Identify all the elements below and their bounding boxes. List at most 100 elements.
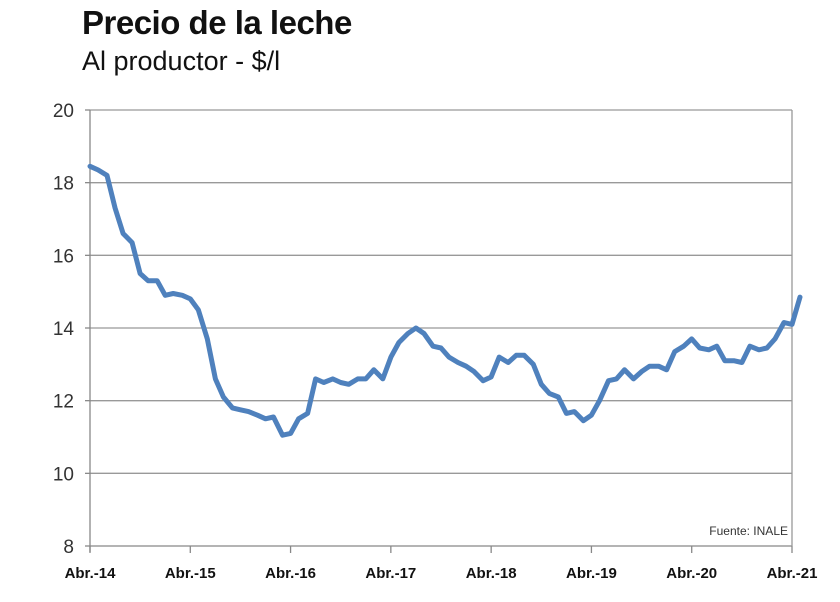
data-points [88, 164, 802, 437]
gridlines [89, 109, 793, 552]
data-point [682, 344, 686, 348]
data-point [339, 381, 343, 384]
data-point [539, 382, 543, 386]
data-point [113, 206, 117, 210]
data-point [130, 241, 134, 245]
x-tick-label: Abr.-18 [466, 565, 517, 582]
data-point [648, 364, 652, 368]
data-point [447, 355, 451, 359]
data-point [556, 395, 560, 399]
data-point [657, 364, 661, 368]
data-point [105, 173, 109, 177]
data-point [163, 293, 167, 297]
data-point [255, 413, 259, 417]
data-point [632, 377, 636, 381]
data-point [331, 377, 335, 381]
data-point [314, 377, 318, 381]
data-point [472, 370, 476, 374]
y-tick-label: 18 [53, 174, 74, 195]
data-point [96, 168, 100, 172]
data-point [272, 415, 276, 419]
x-tick-label: Abr.-15 [165, 565, 216, 582]
x-tick-label: Abr.-17 [365, 565, 416, 582]
data-point [707, 348, 711, 352]
y-tick-label: 14 [53, 319, 75, 340]
data-point [589, 413, 593, 417]
data-point [238, 408, 242, 412]
data-point [623, 368, 627, 372]
data-point [306, 411, 310, 415]
data-point [297, 417, 301, 421]
y-tick-label: 16 [53, 246, 74, 267]
data-point [213, 377, 217, 381]
data-point [723, 359, 727, 363]
source-note: Fuente: INALE [709, 524, 788, 538]
data-point [773, 337, 777, 341]
data-point [748, 344, 752, 348]
y-axis: 8 10 12 14 16 18 20 [53, 101, 90, 558]
data-point [464, 364, 468, 368]
data-point [606, 379, 610, 383]
data-point [221, 395, 225, 399]
data-point [88, 164, 92, 168]
data-point [564, 411, 568, 415]
data-point [790, 322, 794, 326]
data-point [456, 361, 460, 365]
data-point [715, 344, 719, 348]
y-tick-label: 10 [53, 464, 74, 485]
data-point [372, 368, 376, 372]
data-point [289, 431, 293, 435]
data-point [698, 346, 702, 350]
data-point [757, 348, 761, 352]
data-point [230, 406, 234, 410]
data-point [347, 382, 351, 386]
data-point [740, 361, 744, 365]
data-point [514, 353, 518, 357]
data-point [138, 272, 142, 275]
series-line [87, 163, 803, 438]
data-point [422, 331, 426, 335]
x-tick-label: Abr.-20 [666, 565, 717, 582]
data-point [673, 350, 677, 354]
data-point [732, 359, 736, 363]
data-point [180, 293, 184, 297]
data-point [406, 331, 410, 335]
data-point [665, 368, 669, 372]
x-tick-label: Abr.-21 [767, 565, 818, 582]
data-point [146, 279, 150, 283]
y-tick-label: 12 [53, 392, 74, 413]
data-point [572, 410, 576, 414]
data-point [397, 341, 401, 345]
data-point [531, 362, 535, 366]
data-point [431, 344, 435, 348]
data-point [264, 417, 267, 421]
data-point [155, 279, 159, 283]
data-point [196, 308, 200, 312]
data-point [522, 353, 526, 357]
data-point [690, 337, 694, 341]
y-tick-label: 20 [53, 101, 74, 122]
data-point [765, 346, 769, 350]
data-point [615, 377, 618, 381]
x-axis: Abr.-14 Abr.-15 Abr.-16 Abr.-17 Abr.-18 Abr.-… [65, 546, 818, 582]
data-point [798, 295, 802, 299]
data-point [439, 346, 443, 350]
data-point [389, 355, 393, 359]
data-point [782, 321, 786, 325]
data-point [364, 377, 368, 381]
data-point [581, 419, 585, 423]
data-point [506, 361, 510, 365]
data-point [547, 391, 551, 395]
data-point [322, 381, 326, 384]
data-point [246, 410, 250, 414]
chart-subtitle: Al productor - $/l [82, 46, 281, 76]
y-tick-label: 8 [63, 537, 74, 558]
data-point [481, 379, 485, 383]
data-point [171, 291, 175, 295]
x-tick-label: Abr.-16 [265, 565, 316, 582]
data-point [281, 433, 285, 437]
chart-title: Precio de la leche [82, 4, 352, 41]
data-point [205, 337, 209, 341]
data-point [489, 375, 493, 379]
